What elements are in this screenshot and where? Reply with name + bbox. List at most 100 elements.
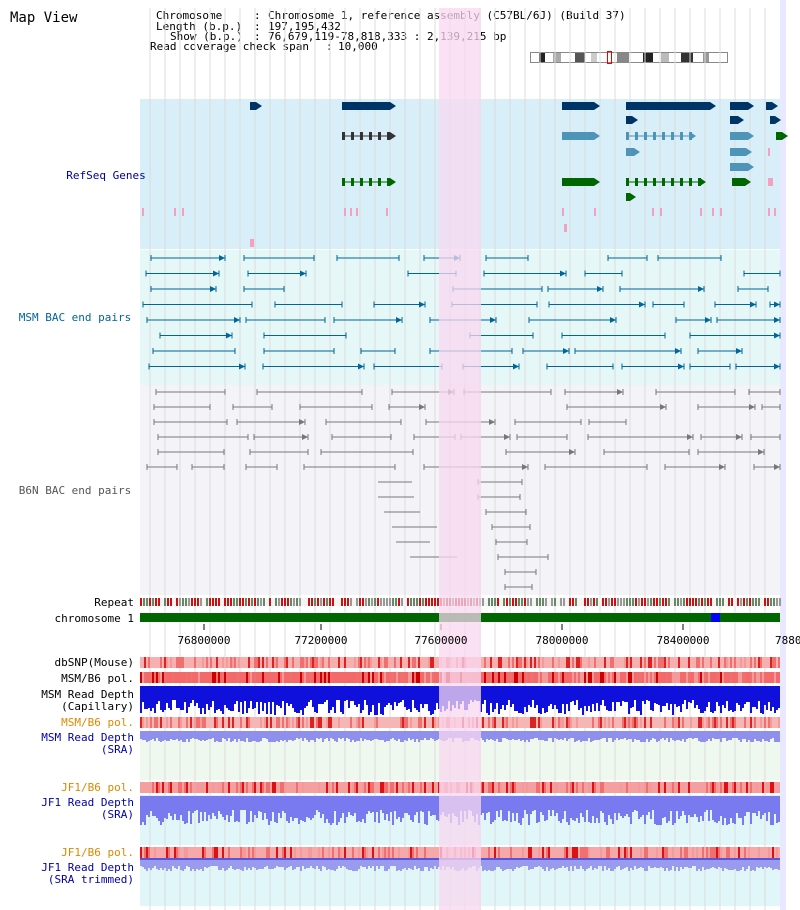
msm-b6-pol2-strip-cell [568, 717, 570, 728]
msm-depth-sra-bar [536, 731, 538, 738]
jf1-b6-pol-strip-cell [542, 782, 544, 793]
jf1-depth-sra-bar [386, 796, 388, 814]
msm-depth-sra-bar [774, 731, 776, 742]
msm-depth-sra-bar [332, 731, 334, 739]
jf1-b6-pol-strip-cell [282, 782, 284, 793]
repeat-mark [380, 598, 382, 606]
msm-depth-sra-bar [710, 731, 712, 741]
msm-depth-sra-bar [326, 731, 328, 738]
jf1-depth-sra-bar [432, 796, 434, 815]
msm-b6-pol-strip-cell [290, 672, 292, 683]
msm-depth-sra-bar [358, 731, 360, 741]
msm-depth-sra-bar [412, 731, 414, 739]
jf1-b6-pol2-strip-cell [268, 847, 270, 858]
dbsnp-strip-cell [310, 657, 312, 668]
jf1-depth-sra-bar [488, 796, 490, 812]
dbsnp-strip-cell [650, 657, 652, 668]
gene-arrow [594, 178, 600, 186]
refseq-pseudo-mark [564, 224, 567, 232]
msm-bac-pair-arrow [300, 270, 306, 277]
jf1-depth-trim-bar [704, 860, 706, 870]
msm-b6-pol-strip-cell [720, 672, 722, 683]
dbsnp-strip-cell [256, 657, 258, 668]
dbsnp-strip-cell [182, 657, 184, 668]
jf1-depth-sra-bar [706, 796, 708, 810]
msm-depth-sra-bar [616, 731, 618, 738]
refseq-pseudo-mark [182, 208, 184, 216]
jf1-depth-trim-bar [374, 860, 376, 871]
jf1-depth-sra-bar [568, 796, 570, 825]
jf1-b6-pol-strip-cell [220, 782, 222, 793]
repeat-mark [608, 598, 610, 606]
repeat-mark [410, 598, 412, 606]
jf1-depth-trim-bar [190, 860, 192, 871]
gene-exon [351, 132, 354, 140]
msm-depth-cap-bar [760, 686, 762, 713]
repeat-mark [713, 598, 715, 606]
gene-exon [730, 132, 748, 140]
msm-depth-cap-bar [274, 686, 276, 715]
jf1-b6-pol2-strip-cell [344, 847, 346, 858]
repeat-mark [692, 598, 694, 606]
jf1-depth-trim-bar [732, 860, 734, 870]
msm-depth-sra-bar [328, 731, 330, 741]
refseq-pseudo-mark [768, 148, 770, 156]
jf1-b6-pol2-strip-cell [644, 847, 646, 858]
jf1-depth-trim-bar [216, 860, 218, 866]
repeat-mark [707, 598, 709, 606]
msm-depth-sra-bar [660, 731, 662, 739]
msm-depth-cap-bar [360, 686, 362, 713]
msm-b6-pol2-strip-cell [276, 717, 278, 728]
msm-depth-sra-bar [770, 731, 772, 739]
msm-b6-pol2-strip-cell [676, 717, 678, 728]
jf1-depth-sra-bar [484, 796, 486, 820]
b6n-bac-label: B6N BAC end pairs [19, 484, 132, 497]
dbsnp-strip-cell [508, 657, 510, 668]
msm-b6-pol-strip-cell [756, 672, 758, 683]
msm-b6-pol2-strip-cell [410, 717, 412, 728]
jf1-depth-trim-bar [412, 860, 414, 870]
msm-depth-cap-bar [702, 686, 704, 713]
msm-depth-cap-bar [542, 686, 544, 708]
repeat-mark [398, 598, 400, 606]
repeat-mark [179, 598, 181, 606]
msm-depth-sra-bar [208, 731, 210, 739]
jf1-b6-pol2-strip-cell [574, 847, 576, 858]
jf1-depth-sra-bar [722, 796, 724, 825]
msm-depth-sra-bar [738, 731, 740, 740]
msm-b6-pol2-strip-cell [316, 717, 318, 728]
dbsnp-strip-cell [328, 657, 330, 668]
jf1-depth-sra-bar [502, 796, 504, 821]
msm-depth-sra-bar [322, 731, 324, 742]
msm-depth-sra-bar [204, 731, 206, 741]
msm-b6-pol-strip-cell [384, 672, 386, 683]
jf1-depth-sra-bar [596, 796, 598, 818]
msm-b6-pol-strip-cell [626, 672, 628, 683]
msm-depth-sra-bar [514, 731, 516, 740]
msm-depth-sra-bar [584, 731, 586, 741]
jf1-b6-pol2-strip-cell [582, 847, 584, 858]
msm-depth-sra-bar [538, 731, 540, 740]
repeat-mark [770, 598, 772, 606]
msm-b6-pol2-strip-cell [716, 717, 718, 728]
chromosome-ideogram[interactable] [530, 51, 728, 64]
jf1-b6-pol2-strip-cell [174, 847, 176, 858]
msm-depth-sra-bar [766, 731, 768, 741]
jf1-depth-trim-bar [706, 860, 708, 869]
msm-b6-pol-strip-cell [538, 672, 540, 683]
repeat-mark [563, 598, 565, 606]
msm-depth-sra-bar [316, 731, 318, 738]
jf1-b6-pol-strip-cell [382, 782, 384, 793]
chromosome-gap-mark [711, 613, 720, 622]
msm-b6-pol2-strip-cell [376, 717, 378, 728]
dbsnp-strip-cell [648, 657, 650, 668]
repeat-mark [389, 598, 391, 606]
jf1-depth-trim-bar [602, 860, 604, 871]
jf1-depth-sra-bar [324, 796, 326, 823]
jf1-depth-trim-bar [252, 860, 254, 867]
repeat-mark [614, 598, 616, 606]
msm-depth-sra-bar [704, 731, 706, 742]
msm-depth-cap-bar [662, 686, 664, 706]
msm-depth-sra-bar [250, 731, 252, 742]
